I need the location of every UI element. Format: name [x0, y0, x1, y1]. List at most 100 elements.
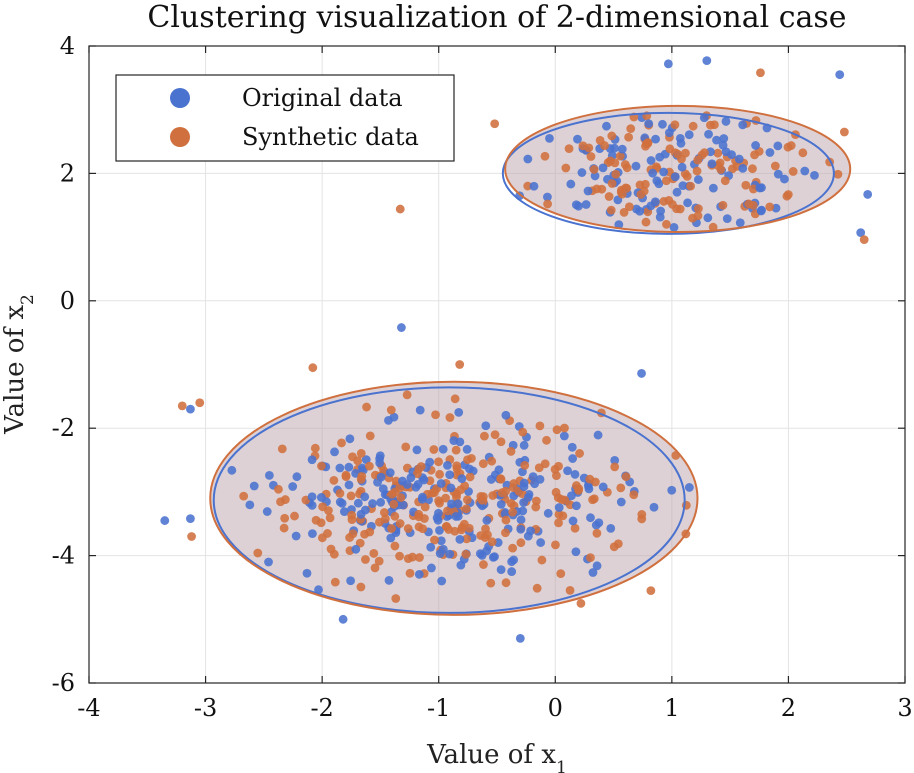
synthetic-data-point: [535, 421, 545, 431]
original-data-point: [438, 544, 448, 554]
original-data-point: [722, 214, 732, 224]
synthetic-data-point: [604, 192, 614, 201]
original-data-point: [415, 405, 425, 415]
synthetic-data-point: [290, 511, 299, 521]
original-data-point: [646, 156, 656, 165]
synthetic-data-point: [589, 494, 599, 504]
original-data-point: [360, 492, 370, 502]
synthetic-data-point: [564, 144, 574, 154]
synthetic-data-point: [356, 582, 366, 592]
original-data-point: [543, 192, 552, 202]
original-data-point: [727, 150, 736, 160]
original-data-point: [559, 431, 569, 441]
original-data-point: [572, 501, 581, 511]
synthetic-data-point: [706, 120, 715, 130]
legend-marker-original: [170, 88, 190, 108]
synthetic-data-point: [487, 456, 497, 466]
original-data-point: [693, 175, 703, 184]
original-data-point: [719, 134, 729, 143]
original-data-point: [637, 369, 646, 378]
synthetic-data-point: [435, 469, 445, 479]
synthetic-data-point: [686, 181, 695, 191]
x-tick-label: -3: [194, 694, 217, 722]
synthetic-data-point: [346, 491, 356, 501]
synthetic-data-point: [589, 165, 599, 174]
synthetic-data-point: [551, 487, 561, 497]
synthetic-data-point: [570, 523, 580, 533]
synthetic-data-point: [445, 413, 455, 422]
original-data-point: [302, 568, 312, 578]
synthetic-data-point: [434, 496, 443, 506]
synthetic-data-point: [348, 529, 358, 539]
synthetic-data-point: [641, 217, 651, 227]
synthetic-data-point: [610, 158, 620, 168]
synthetic-data-point: [694, 204, 703, 214]
original-data-point: [509, 555, 519, 565]
original-data-point: [445, 470, 455, 480]
cluster-boundary-synthetic-upper-right: [504, 104, 852, 234]
original-data-point: [397, 323, 406, 332]
original-data-point: [291, 531, 301, 541]
synthetic-data-point: [670, 120, 680, 130]
original-data-point: [515, 634, 525, 643]
synthetic-data-point: [461, 549, 471, 559]
synthetic-data-point: [317, 461, 326, 471]
synthetic-data-point: [667, 199, 677, 209]
synthetic-data-point: [391, 594, 401, 603]
synthetic-data-point: [374, 517, 384, 527]
synthetic-data-point: [615, 151, 625, 161]
original-data-point: [438, 444, 448, 454]
original-data-point: [386, 533, 396, 543]
y-tick-label: 2: [60, 159, 75, 187]
original-data-point: [667, 485, 677, 495]
original-data-point: [856, 228, 866, 238]
original-data-point: [684, 130, 694, 140]
original-data-point: [684, 483, 694, 492]
synthetic-data-point: [624, 132, 634, 142]
synthetic-data-point: [330, 577, 340, 587]
synthetic-data-point: [727, 164, 737, 174]
synthetic-data-point: [659, 197, 669, 206]
synthetic-data-point: [606, 205, 616, 215]
original-data-point: [516, 524, 526, 534]
synthetic-data-point: [523, 181, 533, 191]
synthetic-data-point: [420, 502, 430, 512]
original-data-point: [160, 516, 170, 525]
original-data-point: [481, 421, 491, 431]
synthetic-data-point: [501, 528, 510, 538]
original-data-point: [536, 538, 546, 547]
cluster-boundary-original-lower-left: [212, 386, 686, 614]
synthetic-data-point: [496, 437, 506, 447]
original-data-point: [434, 508, 443, 518]
synthetic-data-point: [480, 431, 489, 441]
original-data-point: [307, 492, 317, 502]
synthetic-data-point: [311, 515, 321, 525]
original-data-point: [496, 499, 506, 509]
original-data-point: [707, 159, 717, 169]
x-axis-label: Value of x1: [426, 740, 567, 773]
original-data-point: [635, 206, 645, 216]
original-data-point: [455, 534, 465, 544]
synthetic-data-point: [478, 459, 488, 469]
original-data-point: [780, 174, 789, 184]
synthetic-data-point: [610, 462, 620, 472]
synthetic-data-point: [558, 511, 568, 521]
synthetic-data-point: [613, 539, 623, 549]
x-tick-label: -1: [427, 694, 450, 722]
original-data-point: [412, 445, 422, 455]
original-data-point: [445, 549, 455, 559]
synthetic-data-point: [280, 495, 290, 504]
synthetic-data-point: [387, 524, 396, 533]
synthetic-data-point: [486, 578, 496, 588]
original-data-point: [683, 198, 692, 208]
original-data-point: [583, 481, 593, 491]
synthetic-data-point: [622, 183, 632, 193]
original-data-point: [330, 447, 339, 457]
synthetic-data-point: [673, 149, 683, 159]
synthetic-data-point: [479, 560, 488, 569]
original-data-point: [592, 561, 602, 571]
synthetic-data-point: [688, 121, 698, 131]
original-data-point: [426, 542, 436, 552]
original-data-point: [308, 529, 317, 539]
synthetic-data-point: [395, 519, 405, 528]
